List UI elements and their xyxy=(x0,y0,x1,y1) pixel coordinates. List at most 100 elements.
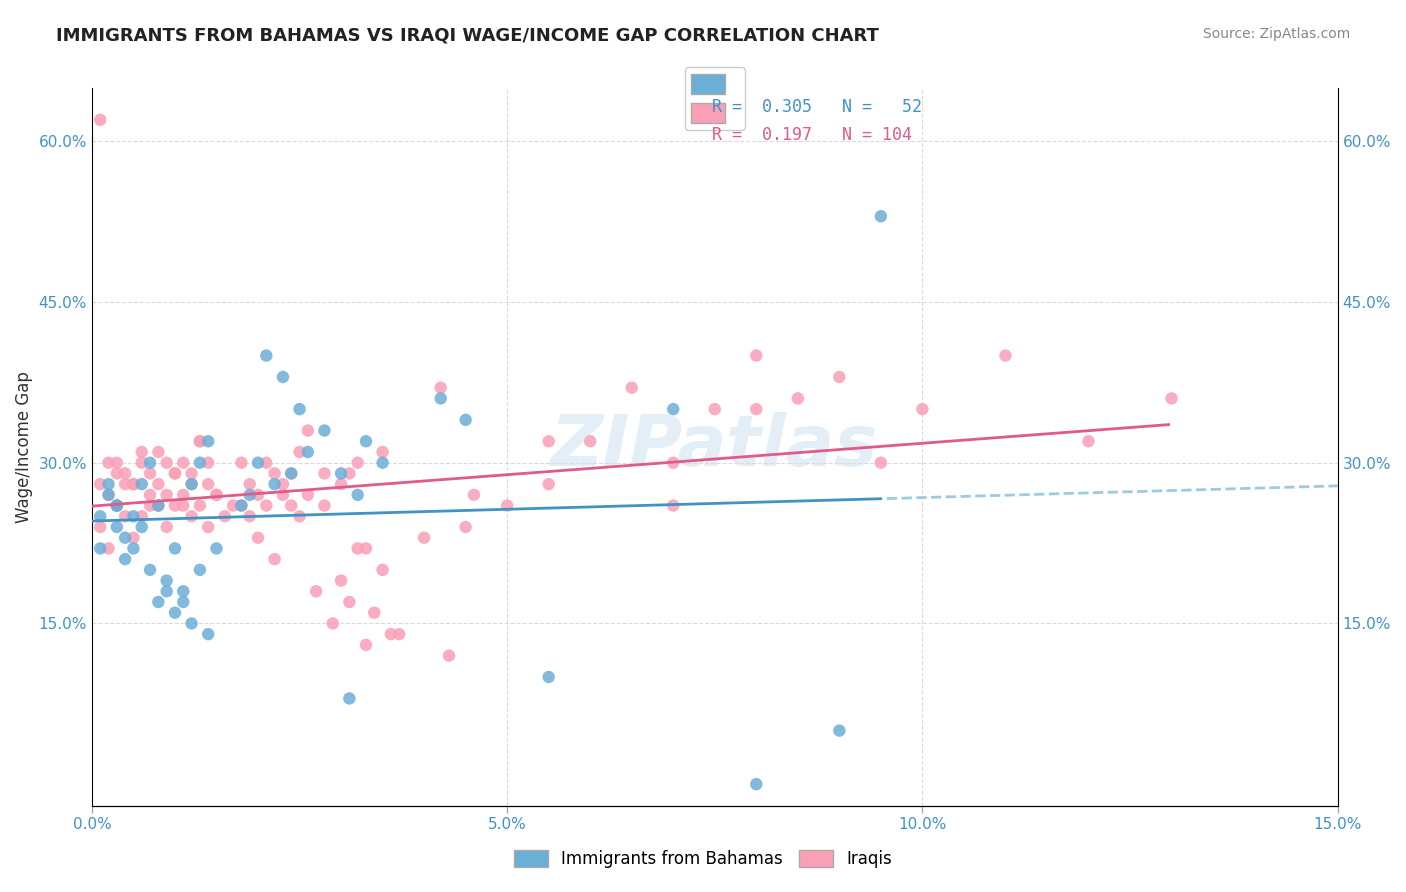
Point xyxy=(97,477,120,491)
Point xyxy=(297,488,319,502)
Point xyxy=(322,616,344,631)
Point xyxy=(870,209,893,223)
Point xyxy=(114,509,136,524)
Point xyxy=(263,477,285,491)
Point xyxy=(205,488,228,502)
Point xyxy=(197,456,219,470)
Point xyxy=(105,456,128,470)
Point xyxy=(97,488,120,502)
Point xyxy=(188,456,211,470)
Point xyxy=(271,370,294,384)
Point xyxy=(288,402,311,417)
Text: Source: ZipAtlas.com: Source: ZipAtlas.com xyxy=(1202,27,1350,41)
Point xyxy=(263,467,285,481)
Point xyxy=(148,477,170,491)
Point xyxy=(197,477,219,491)
Point xyxy=(994,349,1017,363)
Point xyxy=(139,488,162,502)
Text: ZIPatlas: ZIPatlas xyxy=(551,412,879,481)
Point xyxy=(172,456,194,470)
Point xyxy=(337,595,360,609)
Point xyxy=(271,477,294,491)
Point xyxy=(89,112,111,127)
Point xyxy=(745,777,768,791)
Point xyxy=(148,445,170,459)
Point xyxy=(188,434,211,449)
Point xyxy=(254,499,277,513)
Point xyxy=(537,434,560,449)
Point xyxy=(346,541,368,556)
Point xyxy=(454,520,477,534)
Point xyxy=(703,402,725,417)
Point xyxy=(188,563,211,577)
Point xyxy=(114,531,136,545)
Point xyxy=(662,402,685,417)
Point xyxy=(139,456,162,470)
Point xyxy=(122,541,145,556)
Point xyxy=(496,499,519,513)
Point xyxy=(148,499,170,513)
Point xyxy=(163,541,186,556)
Point xyxy=(122,477,145,491)
Point xyxy=(122,509,145,524)
Point xyxy=(413,531,436,545)
Point xyxy=(330,574,353,588)
Point xyxy=(114,477,136,491)
Point xyxy=(163,467,186,481)
Point xyxy=(280,467,302,481)
Point xyxy=(97,541,120,556)
Point xyxy=(454,413,477,427)
Point xyxy=(105,499,128,513)
Point xyxy=(172,595,194,609)
Point xyxy=(254,349,277,363)
Point xyxy=(131,477,153,491)
Point xyxy=(437,648,460,663)
Point xyxy=(163,499,186,513)
Point xyxy=(97,456,120,470)
Point xyxy=(156,520,179,534)
Point xyxy=(247,456,270,470)
Point xyxy=(239,509,262,524)
Point xyxy=(371,445,394,459)
Point xyxy=(205,488,228,502)
Point xyxy=(305,584,328,599)
Point xyxy=(197,434,219,449)
Point xyxy=(89,520,111,534)
Point xyxy=(239,488,262,502)
Point xyxy=(297,445,319,459)
Point xyxy=(745,349,768,363)
Point xyxy=(105,499,128,513)
Point xyxy=(870,456,893,470)
Point xyxy=(463,488,485,502)
Point xyxy=(911,402,934,417)
Point xyxy=(105,467,128,481)
Point xyxy=(1160,392,1182,406)
Point xyxy=(131,456,153,470)
Point xyxy=(148,595,170,609)
Point xyxy=(180,477,202,491)
Point xyxy=(139,499,162,513)
Point xyxy=(662,456,685,470)
Point xyxy=(247,531,270,545)
Point xyxy=(271,488,294,502)
Point xyxy=(288,509,311,524)
Point xyxy=(828,370,851,384)
Point xyxy=(139,563,162,577)
Point xyxy=(429,381,451,395)
Point xyxy=(263,552,285,566)
Point xyxy=(371,456,394,470)
Point xyxy=(122,477,145,491)
Point xyxy=(105,520,128,534)
Point xyxy=(297,424,319,438)
Legend: , : , xyxy=(685,67,745,129)
Point xyxy=(180,477,202,491)
Point xyxy=(354,638,377,652)
Point xyxy=(662,499,685,513)
Point xyxy=(188,434,211,449)
Y-axis label: Wage/Income Gap: Wage/Income Gap xyxy=(15,371,32,523)
Point xyxy=(231,499,253,513)
Point xyxy=(231,456,253,470)
Point xyxy=(280,467,302,481)
Point xyxy=(247,488,270,502)
Point xyxy=(148,499,170,513)
